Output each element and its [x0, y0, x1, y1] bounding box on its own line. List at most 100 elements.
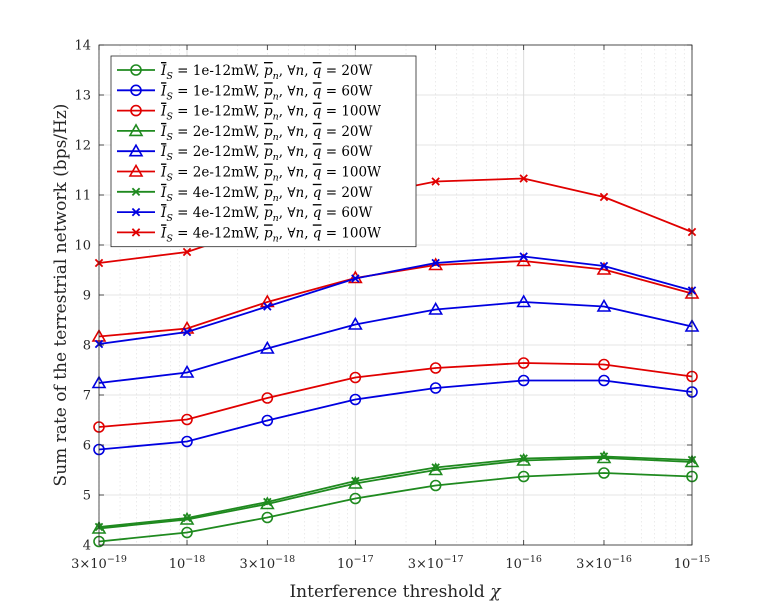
data-point [599, 192, 609, 202]
x-tick-label: 3×10−17 [408, 554, 464, 572]
data-point [431, 258, 440, 268]
data-point [263, 497, 272, 507]
legend-item: IS = 1e-12mW, pn, ∀n, q = 100W [117, 104, 381, 123]
x-tick-label: 3×10−16 [576, 554, 632, 572]
legend-marker [128, 163, 144, 177]
data-point [261, 511, 274, 524]
legend-box [110, 55, 417, 248]
x-tick-label: 3×10−18 [239, 554, 295, 572]
legend-item: IS = 4e-12mW, pn, ∀n, q = 20W [117, 185, 373, 204]
series-line [98, 455, 693, 528]
legend-marker [131, 187, 141, 197]
y-axis-title: Sum rate of the terrestrial network (bps… [51, 104, 71, 487]
legend-marker [131, 228, 141, 237]
data-point [428, 301, 444, 315]
data-point [517, 357, 530, 369]
legend-item: IS = 2e-12mW, pn, ∀n, q = 60W [117, 143, 373, 163]
data-point [259, 340, 275, 354]
y-tick-label: 13 [74, 89, 91, 104]
y-tick-label: 8 [83, 339, 91, 354]
data-point [182, 513, 192, 523]
data-point [261, 414, 274, 427]
legend-label: IS = 4e-12mW, pn, ∀n, q = 20W [160, 185, 373, 204]
data-point [261, 392, 274, 404]
data-point [181, 526, 193, 539]
y-tick-label: 9 [83, 289, 91, 304]
data-point [349, 393, 362, 406]
y-tick-label: 6 [83, 439, 91, 454]
data-point [598, 374, 610, 387]
data-point [599, 452, 609, 461]
data-point [516, 294, 532, 308]
data-point [517, 470, 530, 483]
series-line [98, 255, 693, 345]
data-point [181, 435, 193, 448]
y-tick-label: 4 [83, 539, 91, 554]
data-point [431, 177, 440, 186]
data-point [517, 374, 530, 387]
series-3 [93, 357, 698, 433]
data-point [347, 316, 363, 330]
series-7 [94, 452, 697, 532]
data-point [351, 274, 360, 283]
y-tick-label: 12 [74, 139, 91, 154]
legend-label: IS = 2e-12mW, pn, ∀n, q = 20W [160, 124, 373, 143]
data-point [599, 261, 609, 271]
x-tick-label: 3×10−19 [71, 554, 127, 572]
series-8 [94, 252, 697, 349]
data-point [431, 463, 440, 472]
data-point [519, 454, 528, 463]
data-point [519, 174, 528, 183]
data-point [429, 479, 442, 492]
legend-marker [128, 143, 144, 157]
y-tick-label: 14 [74, 39, 91, 54]
data-point [181, 413, 193, 426]
x-tick-label: 10−16 [505, 554, 542, 572]
legend-marker [128, 123, 144, 137]
x-tick-label: 10−18 [169, 554, 206, 572]
data-point [182, 327, 192, 337]
data-point [349, 492, 362, 505]
data-point [598, 467, 610, 479]
data-point [598, 358, 610, 371]
legend-item: IS = 1e-12mW, pn, ∀n, q = 20W [117, 63, 373, 82]
legend-marker [130, 64, 142, 76]
series-line [98, 379, 693, 451]
series-line [98, 457, 693, 530]
x-tick-label: 10−17 [337, 554, 374, 572]
legend-marker [130, 104, 142, 117]
y-tick-label: 11 [74, 189, 91, 204]
data-point [263, 302, 272, 311]
legend-label: IS = 1e-12mW, pn, ∀n, q = 60W [160, 83, 373, 102]
data-point [516, 452, 532, 466]
data-point [351, 476, 360, 486]
data-point [429, 382, 442, 394]
legend-marker [130, 84, 142, 97]
legend-item: IS = 4e-12mW, pn, ∀n, q = 100W [117, 225, 381, 244]
legend-item: IS = 1e-12mW, pn, ∀n, q = 60W [117, 83, 373, 102]
data-point [179, 364, 195, 378]
x-axis-title: Interference threshold χ [289, 582, 502, 602]
y-tick-label: 10 [74, 239, 91, 254]
legend-label: IS = 1e-12mW, pn, ∀n, q = 20W [160, 63, 373, 82]
series-line [98, 301, 693, 384]
legend-item: IS = 2e-12mW, pn, ∀n, q = 100W [117, 163, 381, 184]
legend-item: IS = 4e-12mW, pn, ∀n, q = 60W [117, 205, 373, 224]
data-point [519, 252, 528, 261]
ticks: 4 5 6 7 8 9 10 11 12 13 14 3×10−19 10−18 3×10−18 10−17… [71, 39, 710, 573]
legend-label: IS = 2e-12mW, pn, ∀n, q = 60W [160, 144, 373, 163]
data-point [349, 371, 362, 384]
series-5 [91, 294, 700, 389]
legend-marker [131, 207, 141, 217]
legend-label: IS = 1e-12mW, pn, ∀n, q = 100W [160, 104, 381, 123]
data-point [596, 298, 612, 312]
legend-item: IS = 2e-12mW, pn, ∀n, q = 20W [117, 123, 373, 143]
series-line [98, 362, 693, 428]
legend-label: IS = 4e-12mW, pn, ∀n, q = 100W [160, 225, 381, 244]
y-tick-label: 5 [83, 489, 91, 504]
y-tick-label: 7 [83, 389, 91, 404]
legend-label: IS = 4e-12mW, pn, ∀n, q = 60W [160, 205, 373, 224]
series-line [98, 472, 693, 543]
